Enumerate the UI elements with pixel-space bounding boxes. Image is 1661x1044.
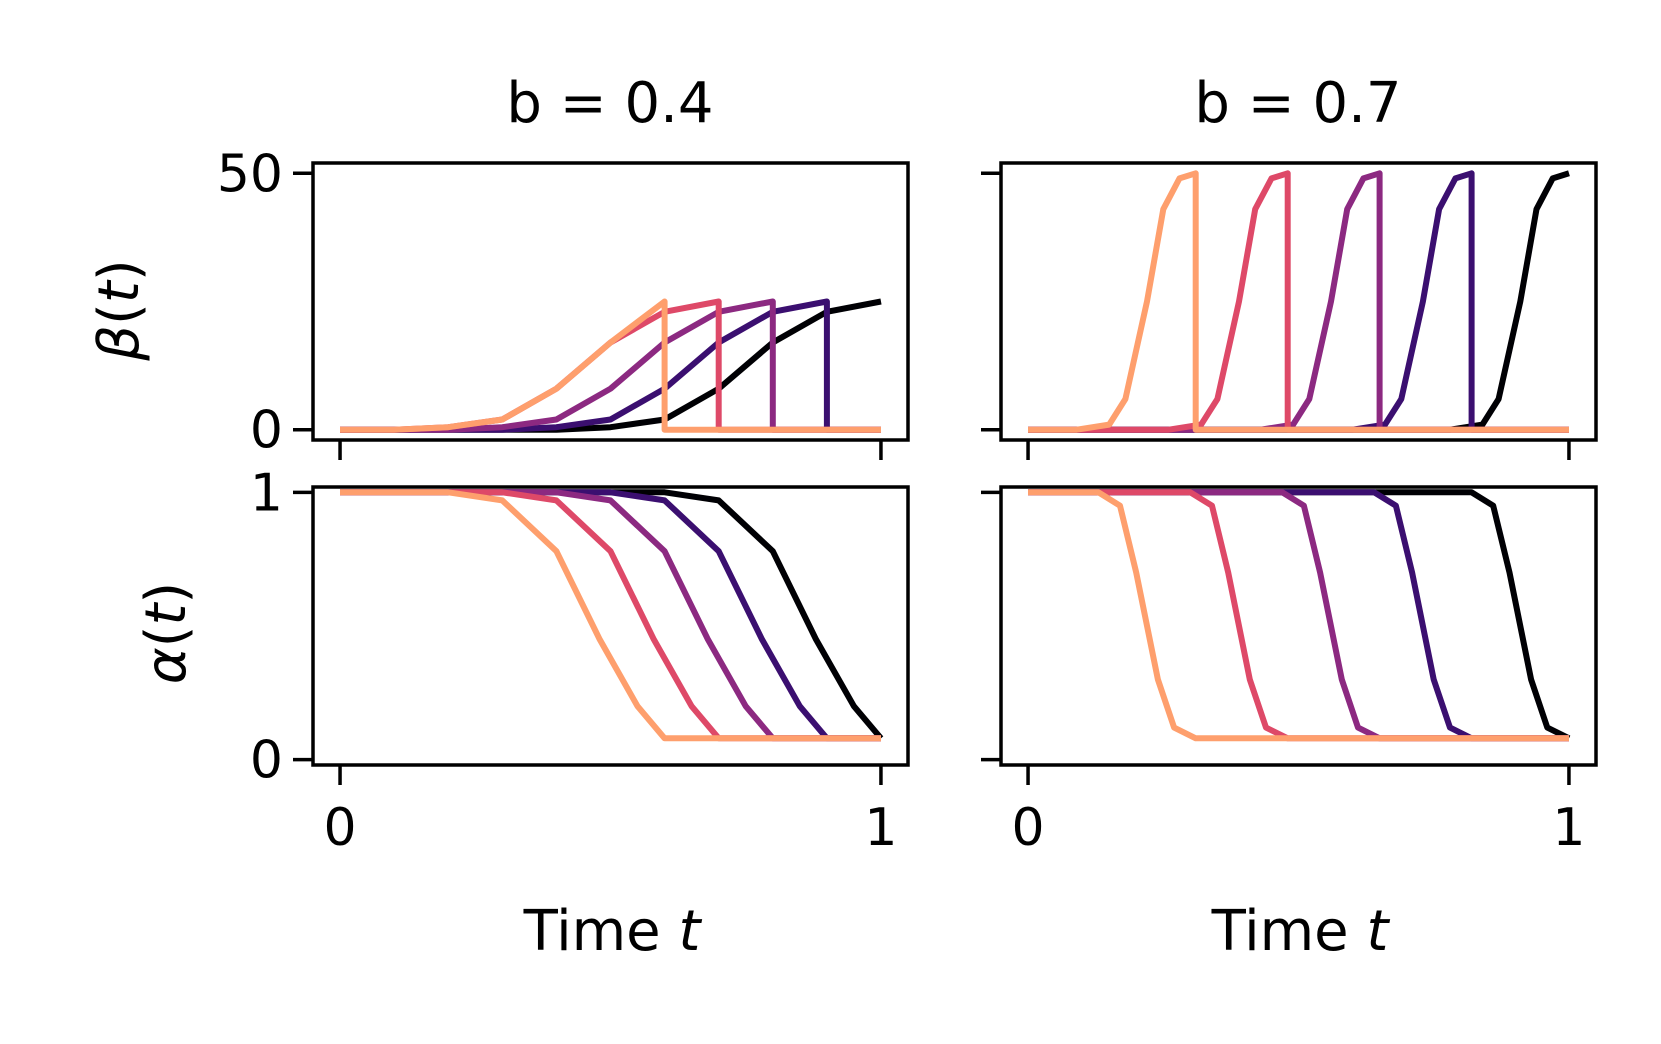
ytick-label: 1 bbox=[250, 463, 283, 523]
series-line-5 bbox=[340, 489, 881, 742]
panel-alpha-b04: 0 1 0 1 bbox=[250, 463, 910, 858]
xlabel-left-var: t bbox=[678, 899, 702, 964]
ylabel-alpha-symbol: α bbox=[134, 647, 199, 684]
series-line-2 bbox=[1028, 489, 1569, 742]
ylabel-beta: β(t) bbox=[87, 259, 152, 361]
column-title-left: b = 0.4 bbox=[506, 71, 713, 136]
series-line-1 bbox=[340, 489, 884, 741]
xlabel-right: Time t bbox=[1211, 899, 1391, 964]
axes-frame bbox=[999, 161, 1598, 442]
series-line-5 bbox=[1028, 170, 1569, 433]
series-line-4 bbox=[1028, 170, 1569, 433]
series-line-2 bbox=[340, 489, 881, 742]
ylabel-alpha-arg: t bbox=[134, 602, 199, 626]
xlabel-right-var: t bbox=[1366, 899, 1390, 964]
panel-beta-b07 bbox=[981, 161, 1598, 460]
series-line-3 bbox=[340, 489, 881, 742]
column-title-right: b = 0.7 bbox=[1194, 71, 1401, 136]
xlabel-left-prefix: Time bbox=[523, 899, 679, 964]
series-line-4 bbox=[340, 298, 881, 433]
series-line-1 bbox=[1028, 170, 1570, 433]
series-line-4 bbox=[340, 489, 881, 742]
series-line-1 bbox=[1028, 489, 1571, 741]
series-group bbox=[1028, 170, 1570, 433]
series-line-2 bbox=[340, 298, 881, 433]
series-line-5 bbox=[340, 298, 881, 433]
series-line-5 bbox=[1028, 489, 1569, 742]
axes-frame bbox=[311, 485, 910, 767]
series-group bbox=[340, 489, 884, 742]
ylabel-beta-symbol: β bbox=[87, 325, 152, 362]
xtick-label: 0 bbox=[323, 798, 356, 858]
xlabel-right-prefix: Time bbox=[1211, 899, 1367, 964]
series-line-4 bbox=[1028, 489, 1569, 742]
ytick-label: 50 bbox=[217, 144, 283, 204]
xtick-label: 1 bbox=[1552, 798, 1585, 858]
axes-frame bbox=[999, 485, 1598, 767]
xlabel-left: Time t bbox=[523, 899, 703, 964]
series-line-1 bbox=[340, 298, 882, 433]
ytick-label: 0 bbox=[250, 731, 283, 791]
series-line-3 bbox=[1028, 489, 1569, 742]
series-line-3 bbox=[1028, 170, 1569, 433]
panel-beta-b04: 0 50 bbox=[217, 144, 910, 461]
ylabel-alpha: α(t) bbox=[134, 582, 199, 685]
series-group bbox=[1028, 489, 1571, 742]
series-line-3 bbox=[340, 298, 881, 433]
axes-frame bbox=[311, 161, 910, 442]
series-line-2 bbox=[1028, 170, 1569, 433]
xtick-label: 0 bbox=[1011, 798, 1044, 858]
ytick-label: 0 bbox=[250, 401, 283, 461]
xtick-label: 1 bbox=[864, 798, 897, 858]
series-group bbox=[340, 298, 882, 433]
ylabel-beta-arg: t bbox=[87, 279, 152, 303]
